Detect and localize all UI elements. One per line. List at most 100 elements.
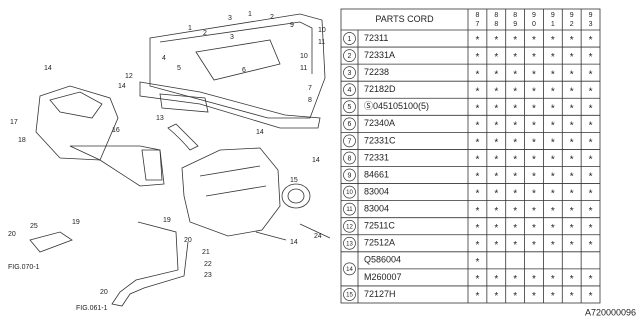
year-mark: *: [570, 240, 574, 251]
row-number-circle: [343, 151, 356, 165]
year-mark: *: [532, 189, 536, 200]
year-top: 9: [589, 12, 593, 19]
callout-label: 23: [204, 272, 212, 279]
callout-label: 4: [162, 55, 166, 62]
callout-label: 9: [290, 22, 294, 29]
parts-table: PARTS CORD 8 7 8 8 8 9 9 0 9 1 9 2 9 3 1 72311 * * * * * * * 2 72…: [340, 8, 601, 304]
year-mark: *: [532, 103, 536, 114]
row-number-circle: [343, 83, 356, 97]
callout-label: 5: [177, 65, 181, 72]
part-code: 72182D: [364, 84, 396, 94]
row-number: 11: [346, 207, 353, 213]
year-mark: *: [551, 138, 555, 149]
callout-label: 10: [300, 53, 308, 60]
callout-label: 19: [72, 219, 80, 226]
year-mark: *: [570, 291, 574, 302]
year-mark: *: [570, 274, 574, 285]
year-mark: *: [532, 240, 536, 251]
year-mark: *: [570, 52, 574, 63]
row-number: 4: [348, 87, 352, 94]
year-mark: *: [570, 35, 574, 46]
year-mark: *: [513, 240, 517, 251]
year-mark: *: [589, 103, 593, 114]
year-mark: *: [475, 291, 479, 302]
year-mark: *: [589, 138, 593, 149]
year-mark: *: [513, 52, 517, 63]
callout-label: 11: [318, 39, 325, 46]
year-mark: *: [551, 120, 555, 131]
year-mark: *: [532, 223, 536, 234]
callout-label: 13: [156, 115, 164, 122]
year-mark: *: [475, 86, 479, 97]
row-number-circle: [343, 202, 356, 216]
year-mark: *: [570, 155, 574, 166]
year-mark: *: [475, 120, 479, 131]
year-mark: *: [532, 35, 536, 46]
year-mark: *: [551, 291, 555, 302]
year-mark: *: [551, 172, 555, 183]
year-mark: *: [589, 86, 593, 97]
row-number-circle: [343, 49, 356, 62]
year-mark: *: [551, 69, 555, 80]
year-mark: *: [494, 155, 498, 166]
year-mark: *: [532, 138, 536, 149]
part-code: 72340A: [364, 118, 395, 128]
year-mark: *: [513, 155, 517, 166]
row-number-circle: [343, 66, 356, 80]
callout-label: 7: [308, 85, 312, 92]
row-number-circle: [343, 168, 356, 182]
year-top: 9: [570, 12, 574, 19]
callout-label: FIG.070-1: [8, 264, 40, 271]
year-bottom: 3: [589, 21, 593, 28]
callout-label: 3: [228, 15, 232, 22]
part-code: Q586004: [364, 255, 401, 265]
callout-label: 18: [18, 137, 26, 144]
row-number: 7: [348, 138, 352, 145]
callout-label: 2: [270, 14, 274, 21]
year-bottom: 9: [513, 21, 517, 28]
row-number-circle: [343, 185, 356, 199]
year-mark: *: [513, 291, 517, 302]
year-bottom: 7: [475, 21, 479, 28]
row-number-circle: [343, 32, 356, 45]
row-number-circle: [343, 219, 356, 233]
year-mark: *: [475, 35, 479, 46]
year-mark: *: [551, 240, 555, 251]
callout-label: 8: [308, 97, 312, 104]
row-number: 15: [346, 293, 353, 299]
callout-label: FIG.061-1: [76, 305, 108, 312]
year-mark: *: [475, 103, 479, 114]
year-mark: *: [513, 189, 517, 200]
year-mark: *: [513, 86, 517, 97]
year-mark: *: [532, 274, 536, 285]
year-mark: *: [570, 138, 574, 149]
year-mark: *: [532, 69, 536, 80]
year-mark: *: [475, 138, 479, 149]
year-mark: *: [513, 172, 517, 183]
callout-label: 10: [318, 27, 326, 34]
year-mark: *: [494, 138, 498, 149]
year-mark: *: [513, 69, 517, 80]
year-mark: *: [475, 274, 479, 285]
year-mark: *: [513, 120, 517, 131]
year-mark: *: [513, 35, 517, 46]
callout-label: 15: [290, 177, 298, 184]
part-code: 72511C: [364, 221, 395, 231]
callout-label: 12: [125, 73, 133, 80]
callout-label: 6: [242, 67, 246, 74]
callout-label: 17: [10, 119, 18, 126]
year-mark: *: [494, 274, 498, 285]
part-code: 83004: [364, 204, 389, 214]
year-mark: *: [589, 274, 593, 285]
year-mark: *: [475, 223, 479, 234]
row-number: 6: [348, 121, 352, 128]
year-mark: *: [475, 206, 479, 217]
year-mark: *: [475, 69, 479, 80]
year-top: 8: [494, 12, 498, 19]
year-mark: *: [494, 172, 498, 183]
row-number: 3: [348, 70, 352, 77]
callout-label: 20: [184, 237, 192, 244]
year-mark: *: [475, 257, 479, 268]
year-mark: *: [570, 86, 574, 97]
